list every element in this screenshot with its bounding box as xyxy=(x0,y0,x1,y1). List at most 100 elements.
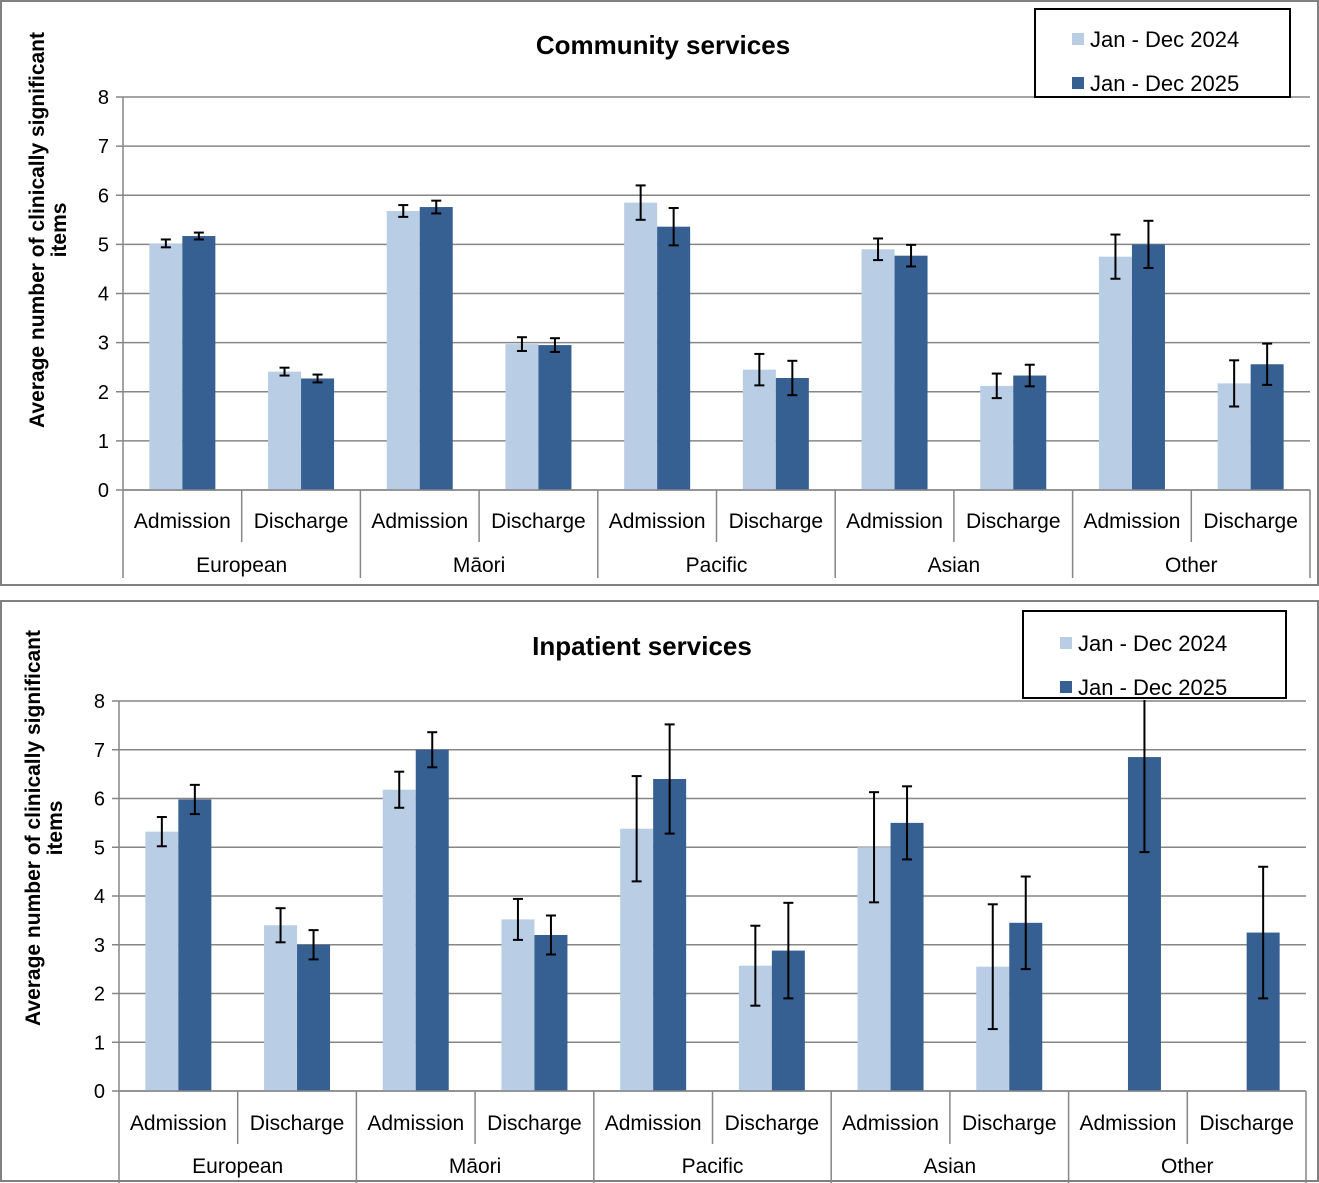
community-error-bar xyxy=(549,337,560,353)
community-subcategory-label: Discharge xyxy=(729,510,824,533)
community-error-bar xyxy=(1110,233,1121,280)
inpatient-bar xyxy=(297,944,331,1091)
inpatient-legend-swatch xyxy=(1060,681,1072,693)
community-subcategory-label: Admission xyxy=(609,510,706,533)
inpatient-bar xyxy=(534,935,568,1091)
inpatient-error-bar xyxy=(1139,700,1150,854)
community-group-label: Other xyxy=(1165,554,1218,577)
inpatient-legend-swatch xyxy=(1060,637,1072,649)
community-subcategory-label: Discharge xyxy=(254,510,349,533)
community-bar xyxy=(775,377,809,490)
community-subcategory-label: Discharge xyxy=(1203,510,1298,533)
community-bar xyxy=(268,371,302,490)
community-y-tick-label: 5 xyxy=(98,234,109,256)
community-y-tick-label: 6 xyxy=(98,185,109,207)
community-legend: Jan - Dec 2024 Jan - Dec 2025 xyxy=(1034,8,1291,98)
community-y-tick-label: 0 xyxy=(98,480,109,502)
inpatient-error-bar xyxy=(427,731,438,769)
inpatient-y-tick-label: 3 xyxy=(94,935,105,957)
inpatient-bar xyxy=(415,749,449,1091)
community-bar xyxy=(419,207,453,491)
community-subcategory-label: Admission xyxy=(371,510,468,533)
inpatient-y-tick-label: 7 xyxy=(94,740,105,762)
community-error-bar xyxy=(1024,363,1035,388)
inpatient-y-axis-label-line1: Average number of clinically significant xyxy=(22,630,45,1026)
inpatient-bar xyxy=(890,822,924,1091)
community-error-bar xyxy=(787,359,798,397)
inpatient-error-bar xyxy=(394,770,405,809)
community-subcategory-label: Admission xyxy=(846,510,943,533)
inpatient-y-tick-label: 0 xyxy=(94,1081,105,1103)
inpatient-error-bar xyxy=(750,924,761,1007)
inpatient-error-bar xyxy=(275,907,286,944)
community-bar xyxy=(182,236,216,490)
community-bar xyxy=(386,210,420,490)
inpatient-y-tick-label: 6 xyxy=(94,789,105,811)
inpatient-error-bar xyxy=(545,914,556,956)
inpatient-services-svg: 0 1 2 3 4 5 6 7 8 Admission Discharge Admission Disc… xyxy=(0,600,1319,1183)
community-y-tick-label: 3 xyxy=(98,333,109,355)
inpatient-group-label: Other xyxy=(1161,1155,1214,1178)
community-y-tick-label: 8 xyxy=(98,87,109,109)
inpatient-subcategory-label: Admission xyxy=(842,1112,939,1135)
community-bar xyxy=(657,226,691,490)
community-services-svg: 0 1 2 3 4 5 6 7 8 Admission Discharge Admission Disc… xyxy=(0,0,1319,586)
inpatient-subcategory-label: Discharge xyxy=(962,1112,1057,1135)
inpatient-subcategory-label: Admission xyxy=(1080,1112,1177,1135)
inpatient-bar xyxy=(382,789,416,1091)
inpatient-legend-label: Jan - Dec 2024 xyxy=(1078,631,1227,656)
inpatient-group-label: European xyxy=(192,1155,283,1178)
inpatient-bar xyxy=(501,919,535,1091)
community-subcategory-label: Admission xyxy=(1084,510,1181,533)
community-group-label: Māori xyxy=(453,554,506,577)
inpatient-error-bar xyxy=(308,929,319,961)
inpatient-error-bar xyxy=(1258,865,1269,1000)
community-error-bar xyxy=(312,373,323,384)
inpatient-error-bar xyxy=(631,775,642,883)
community-bar xyxy=(980,385,1014,490)
community-bar xyxy=(1098,256,1132,490)
community-y-axis-label: Average number of clinically significant… xyxy=(26,32,71,428)
community-legend-swatch xyxy=(1072,33,1084,45)
community-subcategory-label: Discharge xyxy=(966,510,1061,533)
inpatient-group-label: Asian xyxy=(924,1155,977,1178)
community-subcategory-label: Discharge xyxy=(491,510,586,533)
community-error-bar xyxy=(906,243,917,268)
community-bar xyxy=(894,255,928,490)
inpatient-chart-title: Inpatient services xyxy=(532,631,752,661)
community-bar xyxy=(505,344,539,490)
community-bar xyxy=(538,345,572,490)
community-subcategory-label: Admission xyxy=(134,510,231,533)
community-y-tick-label: 7 xyxy=(98,136,109,158)
inpatient-error-bar xyxy=(783,901,794,1000)
inpatient-error-bar xyxy=(189,783,200,816)
community-error-bar xyxy=(516,336,527,352)
inpatient-y-axis-label: Average number of clinically significant… xyxy=(22,630,67,1026)
inpatient-subcategory-label: Admission xyxy=(367,1112,464,1135)
inpatient-error-bar xyxy=(1020,875,1031,971)
community-y-tick-label: 2 xyxy=(98,382,109,404)
inpatient-group-label: Māori xyxy=(449,1155,502,1178)
inpatient-y-tick-label: 8 xyxy=(94,691,105,713)
community-bar xyxy=(742,369,776,490)
inpatient-y-tick-label: 2 xyxy=(94,984,105,1006)
inpatient-error-bar xyxy=(869,791,880,904)
community-y-tick-label: 1 xyxy=(98,431,109,453)
inpatient-y-tick-label: 4 xyxy=(94,886,105,908)
inpatient-subcategory-label: Discharge xyxy=(487,1112,582,1135)
inpatient-error-bar xyxy=(902,785,913,861)
community-error-bar xyxy=(1143,219,1154,269)
community-error-bar xyxy=(431,199,442,215)
community-chart-title: Community services xyxy=(536,30,790,60)
inpatient-chart-border xyxy=(0,600,1319,1182)
inpatient-subcategory-label: Admission xyxy=(605,1112,702,1135)
community-error-bar xyxy=(398,204,409,218)
community-error-bar xyxy=(1229,359,1240,408)
inpatient-error-bar xyxy=(664,723,675,835)
inpatient-subcategory-label: Discharge xyxy=(250,1112,345,1135)
inpatient-services-chart: 0 1 2 3 4 5 6 7 8 Admission Discharge Admission Disc… xyxy=(0,600,1319,1183)
inpatient-error-bar xyxy=(512,897,523,941)
community-bar xyxy=(301,378,335,490)
inpatient-subcategory-label: Discharge xyxy=(725,1112,820,1135)
inpatient-error-bar xyxy=(156,816,167,848)
